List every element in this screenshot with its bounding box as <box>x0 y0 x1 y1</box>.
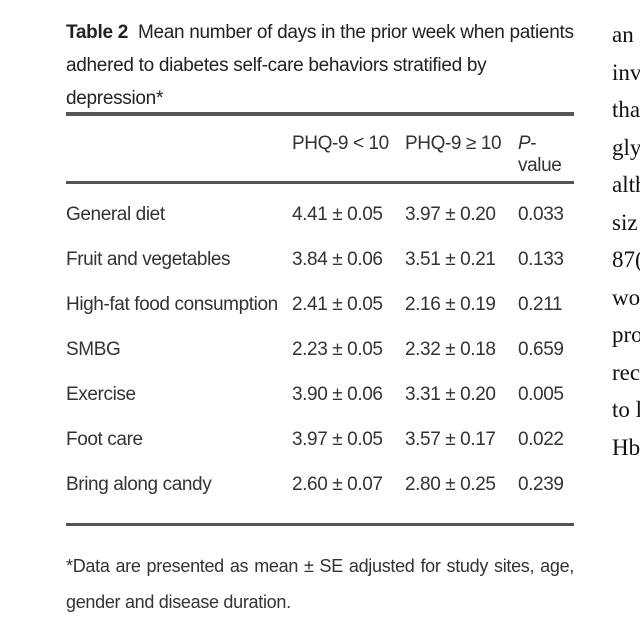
cell-phq-high: 2.80 ± 0.25 <box>405 474 496 495</box>
text-fragment: an <box>612 22 634 47</box>
row-label: High-fat food consumption <box>66 294 278 315</box>
cell-p-value: 0.659 <box>518 339 564 360</box>
cell-phq-low: 3.84 ± 0.06 <box>292 249 383 270</box>
text-fragment: alth <box>612 172 640 197</box>
text-fragment: to l <box>612 397 640 422</box>
table-row: Foot care 3.97 ± 0.05 3.57 ± 0.17 0.022 <box>66 427 576 472</box>
cell-phq-low: 3.90 ± 0.06 <box>292 384 383 405</box>
header-p-suffix: -value <box>518 133 562 176</box>
adjacent-column-text: an inv tha gly alth siz 87( wo pro rec to l Hb <box>612 16 640 466</box>
text-fragment: wo <box>612 284 640 310</box>
table-row: High-fat food consumption 2.41 ± 0.05 2.16… <box>66 292 576 337</box>
row-label: Foot care <box>66 429 143 450</box>
table-caption: Table 2 Mean number of days in the prior … <box>66 16 576 115</box>
table-caption-text: Mean number of days in the prior week wh… <box>66 22 574 109</box>
table-footnote: *Data are presented as mean ± SE adjuste… <box>66 556 574 612</box>
cell-phq-high: 3.97 ± 0.20 <box>405 204 496 225</box>
top-rule <box>66 112 574 116</box>
cell-p-value: 0.239 <box>518 474 564 495</box>
header-phq-low: PHQ-9 < 10 <box>292 133 389 154</box>
cell-phq-high: 3.31 ± 0.20 <box>405 384 496 405</box>
header-p-letter: P <box>518 133 531 154</box>
text-fragment: inv <box>612 59 640 85</box>
header-phq-high: PHQ-9 ≥ 10 <box>405 133 502 154</box>
text-fragment: Hb <box>612 434 640 460</box>
table-body: General diet 4.41 ± 0.05 3.97 ± 0.20 0.033 F… <box>66 202 576 517</box>
header-p-value: P-value <box>518 133 576 177</box>
table-row: Fruit and vegetables 3.84 ± 0.06 3.51 ± 0.… <box>66 247 576 292</box>
cell-phq-high: 3.57 ± 0.17 <box>405 429 496 450</box>
text-fragment: gly <box>612 134 640 160</box>
cell-p-value: 0.133 <box>518 249 564 270</box>
cell-p-value: 0.211 <box>518 294 563 315</box>
cell-phq-high: 3.51 ± 0.21 <box>405 249 496 270</box>
row-label: General diet <box>66 204 165 225</box>
cell-phq-high: 2.32 ± 0.18 <box>405 339 496 360</box>
text-fragment: siz <box>612 209 638 235</box>
cell-phq-low: 2.60 ± 0.07 <box>292 474 383 495</box>
table-2: Table 2 Mean number of days in the prior … <box>62 0 576 640</box>
row-label: Fruit and vegetables <box>66 249 231 270</box>
cell-phq-low: 4.41 ± 0.05 <box>292 204 383 225</box>
cell-phq-low: 2.41 ± 0.05 <box>292 294 383 315</box>
text-fragment: tha <box>612 97 640 122</box>
header-rule <box>66 181 574 184</box>
cell-p-value: 0.022 <box>518 429 564 450</box>
text-fragment: pro <box>612 322 640 347</box>
row-label: Exercise <box>66 384 136 405</box>
cell-p-value: 0.033 <box>518 204 564 225</box>
cell-phq-high: 2.16 ± 0.19 <box>405 294 496 315</box>
row-label: SMBG <box>66 339 121 360</box>
cell-phq-low: 2.23 ± 0.05 <box>292 339 383 360</box>
cell-p-value: 0.005 <box>518 384 564 405</box>
table-row: General diet 4.41 ± 0.05 3.97 ± 0.20 0.033 <box>66 202 576 247</box>
table-label: Table 2 <box>66 22 128 43</box>
table-row: Exercise 3.90 ± 0.06 3.31 ± 0.20 0.005 <box>66 382 576 427</box>
text-fragment: 87( <box>612 247 640 272</box>
table-row: Bring along candy 2.60 ± 0.07 2.80 ± 0.25 0… <box>66 472 576 517</box>
row-label: Bring along candy <box>66 474 212 495</box>
bottom-rule <box>66 523 574 526</box>
cell-phq-low: 3.97 ± 0.05 <box>292 429 383 450</box>
table-row: SMBG 2.23 ± 0.05 2.32 ± 0.18 0.659 <box>66 337 576 382</box>
text-fragment: rec <box>612 359 640 385</box>
